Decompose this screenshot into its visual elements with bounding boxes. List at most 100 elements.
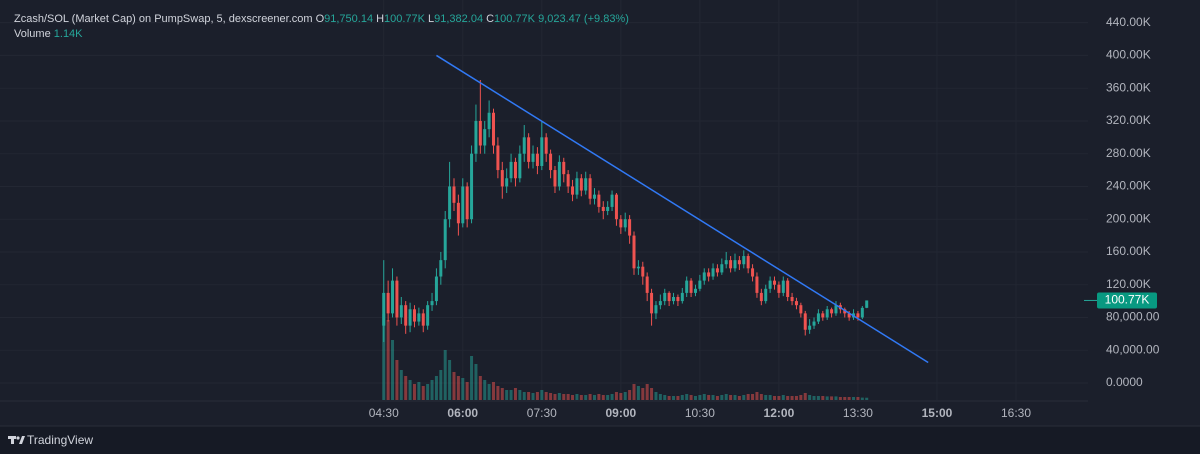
- volume-bar: [412, 384, 416, 400]
- candle-body: [412, 309, 416, 322]
- candle-body: [500, 170, 504, 187]
- volume-bar: [830, 396, 834, 400]
- volume-bar: [737, 396, 741, 400]
- volume-bar: [654, 392, 658, 400]
- candle-body: [518, 153, 522, 179]
- volume-bar: [698, 395, 702, 400]
- x-tick-label: 04:30: [369, 406, 399, 420]
- legend-row: Volume 1.14K: [14, 27, 629, 42]
- volume-bar: [759, 394, 763, 400]
- volume-bar: [636, 386, 640, 400]
- volume-bar: [452, 372, 456, 400]
- x-tick-label: 15:00: [922, 406, 953, 420]
- chart-background: [0, 0, 1200, 426]
- y-tick-label: 280.00K: [1106, 146, 1151, 160]
- volume-bar: [518, 390, 522, 400]
- volume-bar: [821, 396, 825, 400]
- volume-bar: [408, 380, 412, 400]
- candle-body: [597, 194, 601, 207]
- candle-body: [527, 137, 531, 162]
- candle-body: [584, 178, 588, 191]
- y-tick-label: 200.00K: [1106, 211, 1151, 225]
- candle-body: [470, 153, 474, 220]
- candle-body: [865, 300, 869, 308]
- volume-bar: [588, 394, 592, 400]
- volume-bar: [715, 396, 719, 400]
- symbol-title: Zcash/SOL (Market Cap) on PumpSwap, 5, d…: [14, 13, 313, 25]
- legend-row: Zcash/SOL (Market Cap) on PumpSwap, 5, d…: [14, 12, 629, 27]
- volume-bar: [487, 384, 491, 400]
- candle-body: [522, 137, 526, 154]
- y-tick-label: 0.0000: [1106, 375, 1143, 389]
- candle-body: [755, 276, 759, 293]
- volume-bar: [509, 390, 513, 400]
- candle-body: [650, 292, 654, 314]
- y-tick-label: 360.00K: [1106, 80, 1151, 94]
- candle-body: [391, 280, 395, 314]
- volume-bar: [522, 392, 526, 400]
- candle-body: [843, 309, 847, 314]
- x-tick-label: 09:00: [605, 406, 636, 420]
- candle-body: [676, 296, 680, 302]
- x-tick-label: 12:00: [764, 406, 795, 420]
- volume-bar: [584, 395, 588, 400]
- candle-body: [693, 288, 697, 293]
- volume-bar: [544, 392, 548, 400]
- volume-bar: [808, 395, 812, 400]
- volume-bar: [773, 396, 777, 400]
- x-tick-label: 10:30: [685, 406, 715, 420]
- volume-bar: [434, 376, 438, 400]
- volume-bar: [597, 394, 601, 400]
- candle-body: [549, 153, 553, 171]
- candle-body: [825, 309, 829, 318]
- volume-bar: [794, 396, 798, 400]
- volume-bar: [474, 364, 478, 400]
- candle-body: [487, 112, 491, 130]
- volume-bar: [404, 376, 408, 400]
- candle-body: [672, 296, 676, 302]
- volume-bar: [465, 382, 469, 400]
- candle-body: [746, 256, 750, 269]
- candle-body: [386, 292, 390, 314]
- candle-body: [689, 280, 693, 293]
- volume-bar: [575, 394, 579, 400]
- candle-body: [742, 256, 746, 265]
- volume-bar: [693, 396, 697, 400]
- candle-body: [426, 305, 430, 326]
- candle-body: [834, 305, 838, 314]
- candle-body: [759, 292, 763, 302]
- candle-body: [812, 321, 816, 326]
- candle-body: [478, 120, 482, 146]
- y-tick-label: 160.00K: [1106, 244, 1151, 258]
- candle-body: [768, 280, 772, 289]
- y-tick-label: 240.00K: [1106, 179, 1151, 193]
- candle-body: [606, 206, 610, 212]
- candle-body: [715, 268, 719, 273]
- candle-body: [645, 276, 649, 293]
- brand-name: TradingView: [27, 433, 93, 447]
- candle-body: [707, 272, 711, 277]
- volume-bar: [641, 388, 645, 400]
- volume-bar: [685, 394, 689, 400]
- volume-bar: [417, 382, 421, 400]
- candle-body: [619, 219, 623, 228]
- candle-body: [535, 153, 539, 166]
- candle-body: [505, 178, 509, 187]
- volume-bar: [549, 393, 553, 400]
- candle-body: [808, 325, 812, 330]
- volume-bar: [566, 394, 570, 400]
- readout-value: 100.77K: [384, 13, 425, 25]
- volume-bar: [764, 395, 768, 400]
- volume-bar: [729, 395, 733, 400]
- candle-body: [685, 280, 689, 293]
- volume-bar: [628, 390, 632, 400]
- volume-bar: [557, 393, 561, 400]
- candle-body: [588, 178, 592, 199]
- candle-body: [601, 206, 605, 212]
- volume-bar: [852, 397, 856, 400]
- volume-bar: [527, 392, 531, 400]
- volume-bar: [676, 396, 680, 400]
- volume-bar: [834, 396, 838, 400]
- readout-value: 91,750.14: [324, 13, 374, 25]
- readout-key: H: [376, 13, 385, 25]
